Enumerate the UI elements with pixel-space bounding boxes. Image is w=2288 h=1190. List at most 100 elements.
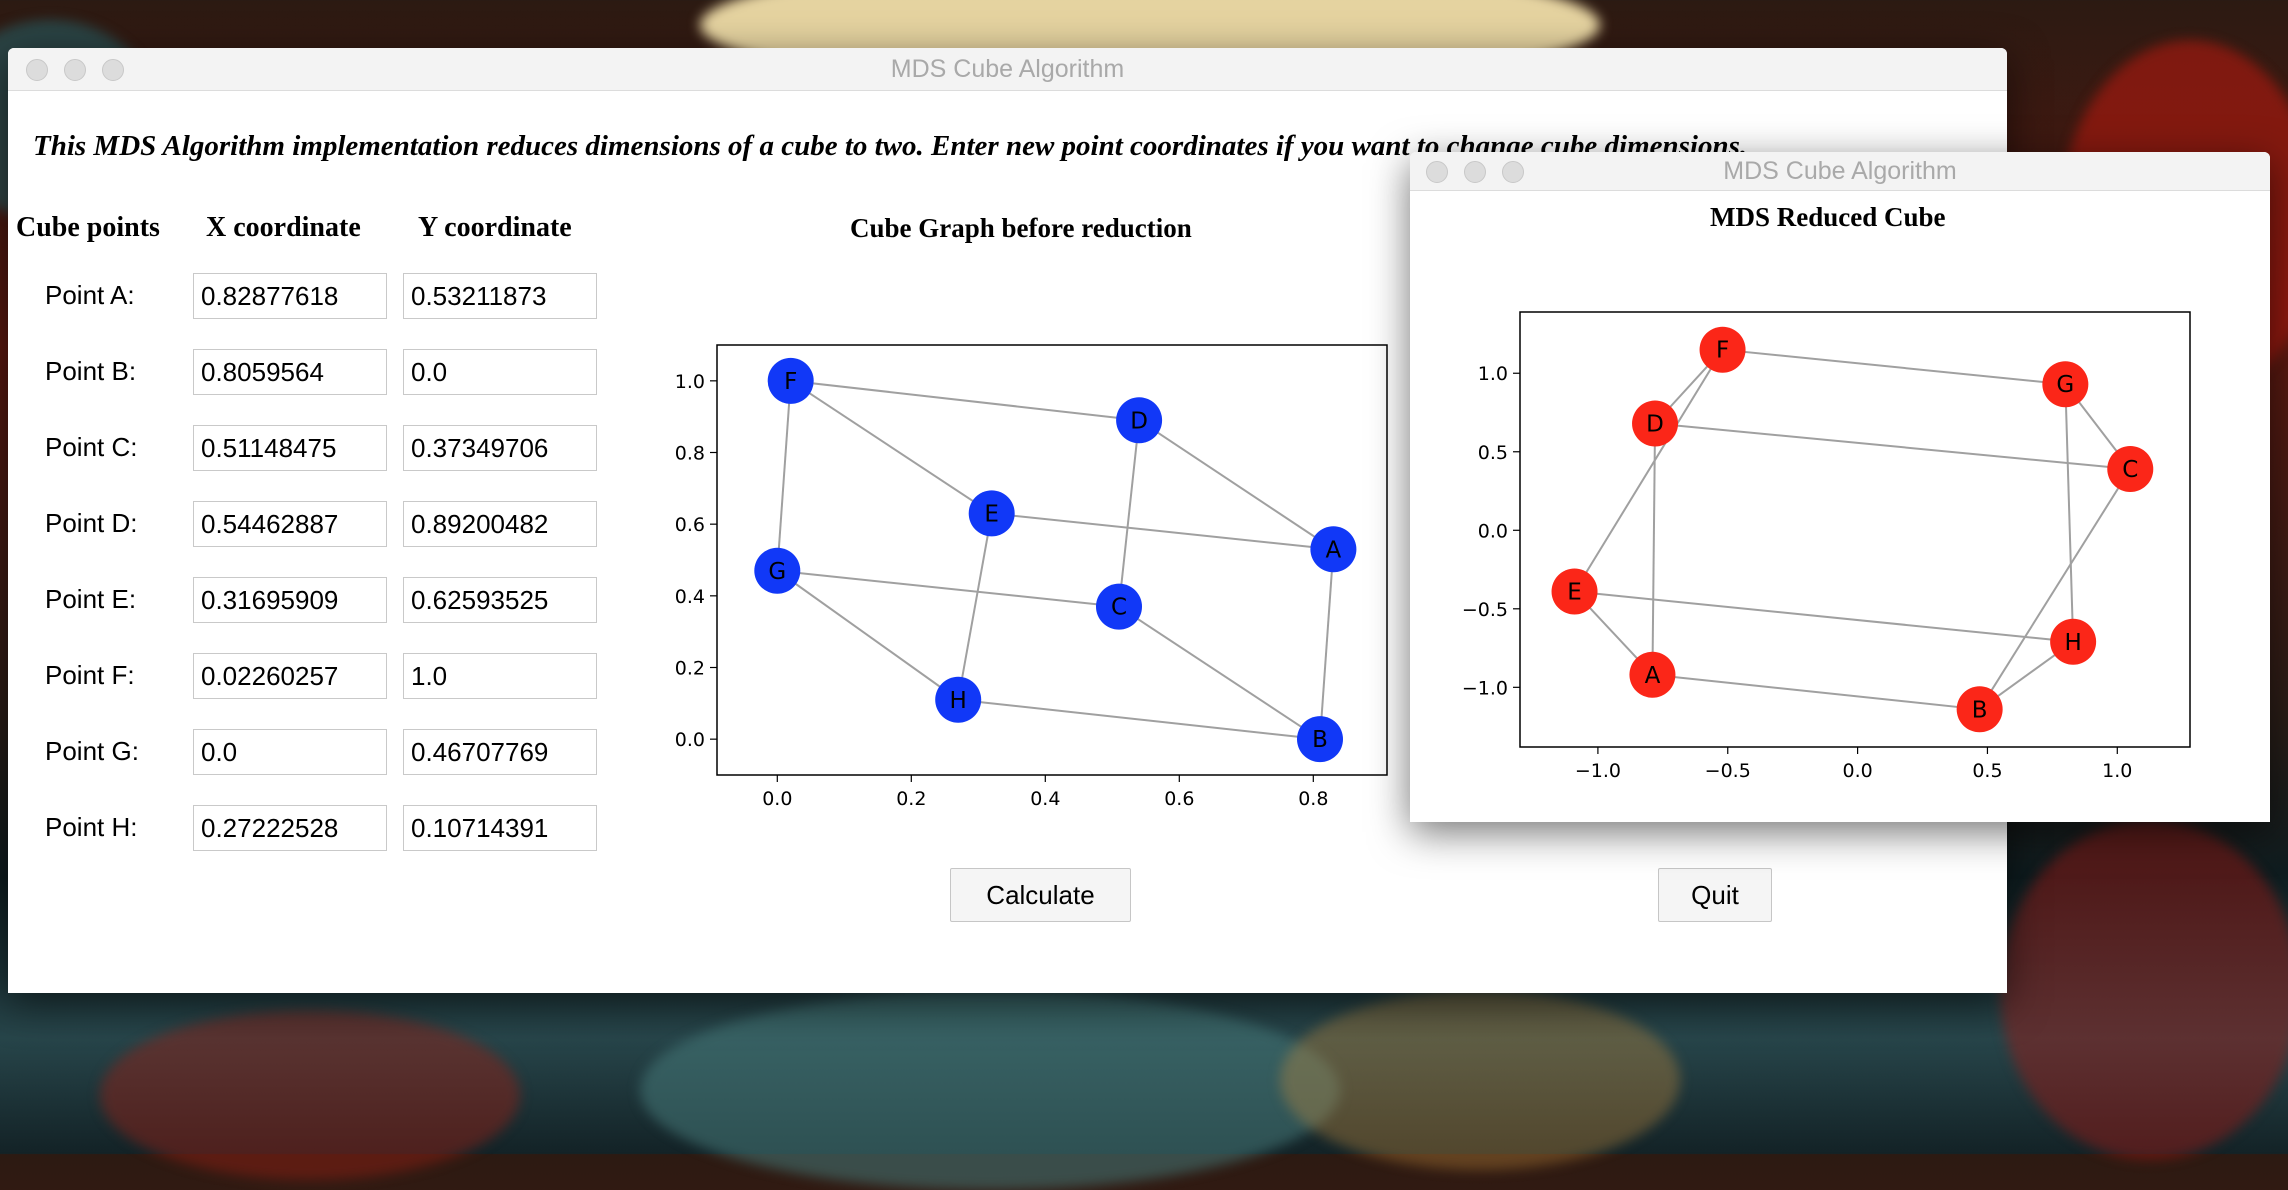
graph-node-label-g: G bbox=[768, 559, 786, 585]
graph-node-b bbox=[1297, 716, 1343, 763]
graph-node-d bbox=[1632, 400, 1679, 447]
x-tick-label: −0.5 bbox=[1705, 760, 1751, 782]
graph-edge-c-b bbox=[1978, 468, 2132, 710]
graph-node-g bbox=[2042, 361, 2089, 408]
close-window-button[interactable] bbox=[26, 59, 48, 81]
graph-node-a bbox=[1629, 651, 1676, 698]
point-c-label: Point C: bbox=[45, 432, 138, 462]
window-title: MDS Cube Algorithm bbox=[890, 55, 1125, 83]
point-e-y-input[interactable]: 0.62593525 bbox=[403, 577, 597, 623]
wallpaper-leaves-right-low bbox=[2000, 820, 2288, 1160]
graph-node-g bbox=[754, 547, 801, 594]
graph-node-f bbox=[767, 357, 814, 404]
point-c-x-input[interactable]: 0.51148475 bbox=[193, 425, 387, 471]
graph-node-e bbox=[968, 490, 1015, 537]
result-window: MDS Cube Algorithm MDS Reduced Cube −1.0… bbox=[1410, 152, 2270, 822]
x-tick-label: 0.8 bbox=[1298, 788, 1328, 810]
graph-edge-f-e bbox=[1573, 349, 1724, 593]
graph-node-label-f: F bbox=[1716, 338, 1729, 364]
y-tick-label: 0.0 bbox=[675, 729, 705, 751]
graph-node-label-a: A bbox=[1645, 663, 1661, 689]
graph-edge-d-a bbox=[1651, 423, 1657, 675]
y-tick-label: 1.0 bbox=[675, 371, 705, 393]
point-a-y-input[interactable]: 0.53211873 bbox=[403, 273, 597, 319]
point-b-x-input[interactable]: 0.8059564 bbox=[193, 349, 387, 395]
point-h-x-input[interactable]: 0.27222528 bbox=[193, 805, 387, 851]
result-window-titlebar[interactable]: MDS Cube Algorithm bbox=[1410, 152, 2270, 191]
graph-edge-a-b bbox=[1652, 673, 1980, 711]
point-f-y-input[interactable]: 1.0 bbox=[403, 653, 597, 699]
y-tick-label: 1.0 bbox=[1478, 363, 1508, 385]
graph-node-label-b: B bbox=[1972, 697, 1988, 723]
point-b-label: Point B: bbox=[45, 356, 137, 386]
point-e-label: Point E: bbox=[45, 584, 137, 614]
point-a-label: Point A: bbox=[45, 280, 135, 310]
point-c-y-input[interactable]: 0.37349706 bbox=[403, 425, 597, 471]
column-header-y: Y coordinate bbox=[418, 212, 572, 243]
cube-graph-before-reduction: 0.0 0.2 0.4 0.6 0.8 0.0 0.2 0.4 0.6 0.8 1.0 A B C D E F G… bbox=[675, 344, 1388, 810]
point-a-x-input[interactable]: 0.82877618 bbox=[193, 273, 387, 319]
close-window-button[interactable] bbox=[1426, 161, 1448, 183]
point-g-y-input[interactable]: 0.46707769 bbox=[403, 729, 597, 775]
chart1-title: Cube Graph before reduction bbox=[850, 213, 1192, 243]
calculate-button[interactable]: Calculate bbox=[950, 868, 1131, 922]
graph-edge-a-b bbox=[1319, 549, 1335, 740]
y-tick-label: −0.5 bbox=[1462, 599, 1508, 621]
result-window-title: MDS Cube Algorithm bbox=[1723, 157, 1957, 185]
graph-node-label-h: H bbox=[2064, 630, 2081, 656]
wallpaper-leaves-bottom-mid bbox=[1280, 990, 1680, 1170]
y-tick-label: 0.2 bbox=[675, 658, 705, 680]
quit-button[interactable]: Quit bbox=[1658, 868, 1772, 922]
main-window-titlebar[interactable]: MDS Cube Algorithm bbox=[8, 48, 2007, 91]
point-e-x-input[interactable]: 0.31695909 bbox=[193, 577, 387, 623]
graph-node-label-e: E bbox=[984, 501, 999, 527]
graph-node-label-e: E bbox=[1567, 580, 1582, 606]
point-g-x-input[interactable]: 0.0 bbox=[193, 729, 387, 775]
minimize-window-button[interactable] bbox=[1464, 161, 1486, 183]
graph-node-b bbox=[1956, 686, 2003, 733]
wallpaper-road bbox=[640, 990, 1340, 1190]
zoom-window-button[interactable] bbox=[102, 59, 124, 81]
graph-node-label-a: A bbox=[1326, 537, 1342, 563]
point-d-x-input[interactable]: 0.54462887 bbox=[193, 501, 387, 547]
window-controls bbox=[26, 59, 124, 81]
point-f-x-input[interactable]: 0.02260257 bbox=[193, 653, 387, 699]
column-header-points: Cube points bbox=[16, 212, 160, 243]
graph-node-label-d: D bbox=[1646, 411, 1664, 437]
result-window-controls bbox=[1426, 161, 1524, 183]
graph-edge-f-e bbox=[790, 379, 993, 515]
x-tick-label: 0.6 bbox=[1164, 788, 1194, 810]
graph-edge-g-h bbox=[776, 569, 959, 701]
graph-edge-f-d bbox=[790, 379, 1140, 422]
graph-node-label-h: H bbox=[950, 688, 967, 714]
graph-edge-g-c bbox=[777, 569, 1120, 608]
point-b-y-input[interactable]: 0.0 bbox=[403, 349, 597, 395]
wallpaper-leaves-bottom-left bbox=[100, 1010, 520, 1180]
graph-edge-e-a bbox=[991, 512, 1334, 551]
graph-edge-f-g bbox=[1722, 348, 2066, 386]
x-tick-label: 0.0 bbox=[1842, 760, 1872, 782]
point-d-y-input[interactable]: 0.89200482 bbox=[403, 501, 597, 547]
graph-node-label-d: D bbox=[1130, 408, 1148, 434]
graph-node-f bbox=[1699, 326, 1746, 373]
x-tick-label: 0.5 bbox=[1972, 760, 2002, 782]
graph-edge-f-g bbox=[776, 380, 792, 571]
graph-edge-h-b bbox=[958, 698, 1321, 741]
graph-edge-d-c bbox=[1118, 420, 1141, 607]
zoom-window-button[interactable] bbox=[1502, 161, 1524, 183]
graph-node-label-b: B bbox=[1312, 727, 1328, 753]
x-tick-label: 0.2 bbox=[896, 788, 926, 810]
graph-node-label-c: C bbox=[1111, 595, 1127, 621]
y-tick-label: 0.5 bbox=[1478, 442, 1508, 464]
point-d-label: Point D: bbox=[45, 508, 138, 538]
plot-frame bbox=[1519, 311, 2191, 748]
point-h-y-input[interactable]: 0.10714391 bbox=[403, 805, 597, 851]
point-g-label: Point G: bbox=[45, 736, 139, 766]
minimize-window-button[interactable] bbox=[64, 59, 86, 81]
column-header-x: X coordinate bbox=[206, 212, 361, 243]
graph-node-label-c: C bbox=[2122, 457, 2138, 483]
x-tick-label: 0.0 bbox=[762, 788, 792, 810]
graph-node-h bbox=[935, 676, 982, 723]
graph-node-c bbox=[1096, 583, 1142, 630]
graph-edge-g-h bbox=[2064, 384, 2075, 642]
